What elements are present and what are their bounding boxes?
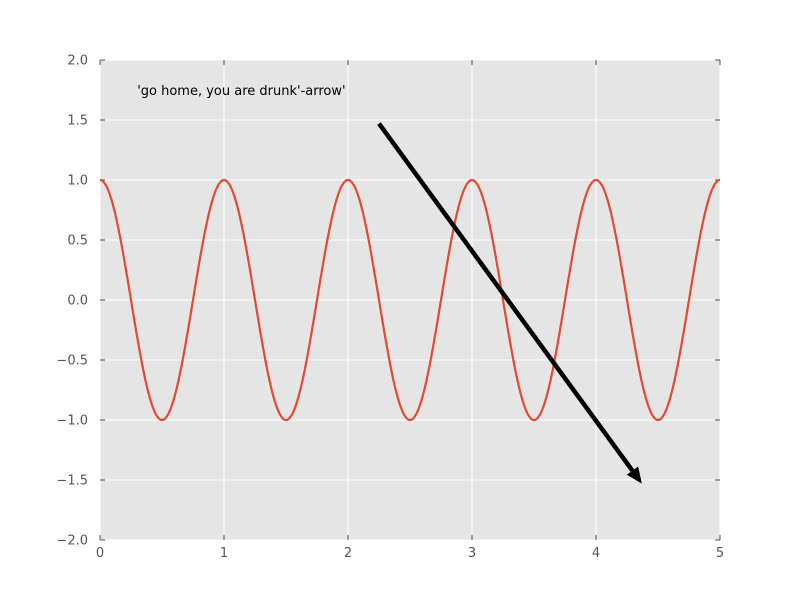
x-axis-tick-labels: 0 1 2 3 4 5: [96, 546, 724, 561]
series-line: [99, 178, 721, 422]
x-tick-label: 4: [592, 546, 600, 561]
series-layer: [99, 178, 721, 422]
y-tick-label: −1.5: [56, 474, 88, 489]
grid-lines: [99, 59, 721, 541]
x-tick-label: 1: [220, 546, 228, 561]
y-tick-label: −0.5: [56, 354, 88, 369]
y-tick-label: 0.0: [67, 294, 88, 309]
x-tick-label: 0: [96, 546, 104, 561]
annotation-arrow-shaft: [377, 122, 635, 473]
axis-ticks: [99, 59, 721, 541]
x-tick-label: 3: [468, 546, 476, 561]
y-tick-label: 1.5: [67, 114, 88, 129]
y-tick-label: −2.0: [56, 534, 88, 549]
y-axis-tick-labels: −2.0 −1.5 −1.0 −0.5 0.0 0.5 1.0 1.5 2.0: [56, 54, 88, 549]
annotation-layer: 'go home, you are drunk'-arrow': [137, 84, 642, 484]
x-tick-label: 5: [716, 546, 724, 561]
x-tick-label: 2: [344, 546, 352, 561]
y-tick-label: 2.0: [67, 54, 88, 69]
y-tick-label: −1.0: [56, 414, 88, 429]
annotation-arrow-head: [626, 466, 642, 484]
y-tick-label: 0.5: [67, 234, 88, 249]
annotation-text: 'go home, you are drunk'-arrow': [137, 84, 345, 99]
y-tick-label: 1.0: [67, 174, 88, 189]
